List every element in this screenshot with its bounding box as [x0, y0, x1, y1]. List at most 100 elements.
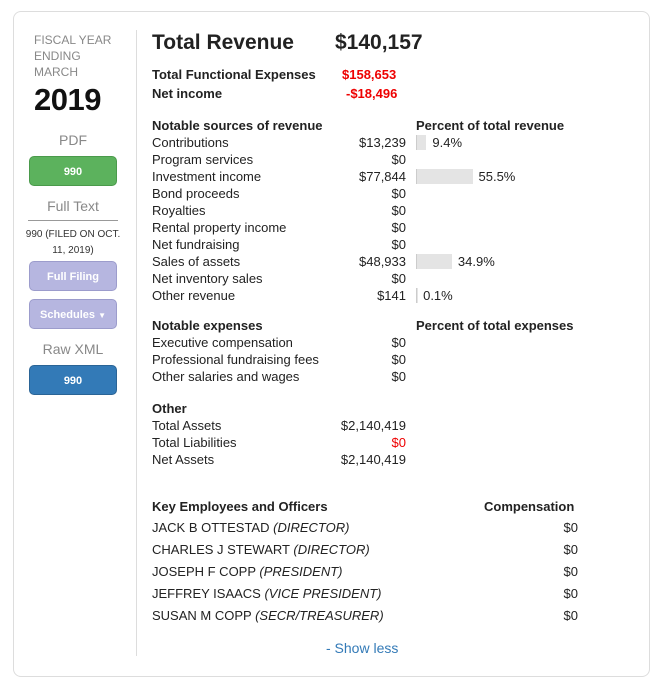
percent-cell: 55.5%: [416, 169, 515, 184]
row-label: Net inventory sales: [152, 271, 263, 286]
employee-title: (PRESIDENT): [259, 564, 343, 579]
employee-row: CHARLES J STEWART (DIRECTOR) $0: [152, 541, 578, 558]
employee-row: JEFFREY ISAACS (VICE PRESIDENT) $0: [152, 585, 578, 602]
pdf-990-button[interactable]: 990: [29, 156, 117, 186]
net-income-label: Net income: [152, 86, 223, 101]
row-label: Total Assets: [152, 418, 222, 433]
row-label: Professional fundraising fees: [152, 352, 319, 367]
employee-name: CHARLES J STEWART: [152, 542, 290, 557]
employee-name: JOSEPH F COPP: [152, 564, 256, 579]
revenue-row: Other revenue $141 0.1%: [152, 287, 632, 304]
full-text-label: Full Text: [47, 198, 99, 214]
filed-text: 990 (FILED ON OCT. 11, 2019): [25, 229, 121, 256]
row-value: $0: [391, 369, 406, 384]
row-value: $48,933: [359, 254, 406, 269]
vertical-divider: [136, 30, 137, 656]
row-label: Investment income: [152, 169, 262, 184]
row-value: $77,844: [359, 169, 406, 184]
total-revenue-value: $140,157: [335, 31, 423, 54]
revenue-row: Contributions $13,239 9.4%: [152, 134, 632, 151]
employee-title: (DIRECTOR): [293, 542, 370, 557]
show-less-link[interactable]: - Show less: [326, 640, 399, 656]
employee-row: JACK B OTTESTAD (DIRECTOR) $0: [152, 519, 578, 536]
xml-990-button[interactable]: 990: [29, 365, 117, 395]
employee-title: (DIRECTOR): [273, 520, 350, 535]
percent-text: 34.9%: [457, 254, 495, 269]
employee-name: JEFFREY ISAACS: [152, 586, 261, 601]
row-label: Sales of assets: [152, 254, 241, 269]
other-row: Net Assets $2,140,419: [152, 451, 632, 468]
row-value: $0: [391, 237, 406, 252]
filing-card: [13, 11, 650, 677]
sidebar: FISCAL YEAR ENDING MARCH 2019 PDF 990 Fu…: [21, 20, 125, 395]
other-header: Other: [152, 401, 187, 416]
row-value: $2,140,419: [340, 452, 406, 467]
revenue-pct-header: Percent of total revenue: [416, 118, 565, 133]
divider: [28, 220, 118, 221]
employee-compensation: $0: [563, 520, 578, 535]
expenses-header: Notable expenses: [152, 318, 263, 333]
percent-text: 0.1%: [423, 288, 453, 303]
other-row: Total Assets $2,140,419: [152, 417, 632, 434]
row-value: $0: [391, 186, 406, 201]
employee-compensation: $0: [563, 586, 578, 601]
row-label: Program services: [152, 152, 254, 167]
full-filing-button[interactable]: Full Filing: [29, 261, 117, 291]
schedules-button[interactable]: Schedules ▼: [29, 299, 117, 329]
employee-compensation: $0: [563, 542, 578, 557]
employee-row: SUSAN M COPP (SECR/TREASURER) $0: [152, 607, 578, 624]
revenue-row: Sales of assets $48,933 34.9%: [152, 253, 632, 270]
row-value: $0: [391, 271, 406, 286]
revenue-row: Program services $0: [152, 151, 632, 168]
expenses-label: Total Functional Expenses: [152, 67, 316, 82]
employee-compensation: $0: [563, 608, 578, 623]
other-row: Total Liabilities $0: [152, 434, 632, 451]
revenue-row: Royalties $0: [152, 202, 632, 219]
row-label: Net fundraising: [152, 237, 240, 252]
percent-cell: 0.1%: [416, 288, 453, 303]
percent-cell: 9.4%: [416, 135, 462, 150]
row-value: $0: [391, 352, 406, 367]
employee-title: (VICE PRESIDENT): [264, 586, 382, 601]
expenses-value: $158,653: [342, 67, 397, 82]
row-label: Other revenue: [152, 288, 236, 303]
row-value: $0: [391, 203, 406, 218]
percent-bar: [417, 169, 473, 184]
row-value: $0: [391, 220, 406, 235]
employee-name: JACK B OTTESTAD: [152, 520, 270, 535]
full-filing-label: Full Filing: [47, 271, 99, 283]
expenses-row: Other salaries and wages $0: [152, 368, 632, 385]
employee-compensation: $0: [563, 564, 578, 579]
net-income-value: -$18,496: [346, 86, 398, 101]
revenue-row: Net inventory sales $0: [152, 270, 632, 287]
employee-name: SUSAN M COPP: [152, 608, 252, 623]
row-label: Contributions: [152, 135, 229, 150]
pdf-label: PDF: [59, 132, 87, 148]
expenses-row: Executive compensation $0: [152, 334, 632, 351]
row-label: Rental property income: [152, 220, 287, 235]
expenses-pct-header: Percent of total expenses: [416, 318, 574, 333]
row-value: $0: [391, 435, 406, 450]
row-value: $0: [391, 152, 406, 167]
fiscal-year: 2019: [34, 82, 101, 117]
fiscal-year-label: FISCAL YEAR ENDING MARCH: [34, 33, 112, 79]
row-label: Bond proceeds: [152, 186, 240, 201]
total-revenue-label: Total Revenue: [152, 31, 294, 54]
percent-bar: [417, 135, 427, 150]
raw-xml-label: Raw XML: [42, 341, 104, 357]
revenue-row: Investment income $77,844 55.5%: [152, 168, 632, 185]
percent-bar: [417, 254, 452, 269]
row-value: $13,239: [359, 135, 406, 150]
percent-text: 9.4%: [432, 135, 463, 150]
revenue-row: Net fundraising $0: [152, 236, 632, 253]
employees-header: Key Employees and Officers: [152, 499, 328, 514]
revenue-row: Bond proceeds $0: [152, 185, 632, 202]
percent-cell: 34.9%: [416, 254, 495, 269]
employee-title: (SECR/TREASURER): [255, 608, 384, 623]
expenses-row: Professional fundraising fees $0: [152, 351, 632, 368]
revenue-header: Notable sources of revenue: [152, 118, 323, 133]
row-label: Net Assets: [152, 452, 215, 467]
revenue-row: Rental property income $0: [152, 219, 632, 236]
row-label: Royalties: [152, 203, 206, 218]
row-label: Other salaries and wages: [152, 369, 300, 384]
